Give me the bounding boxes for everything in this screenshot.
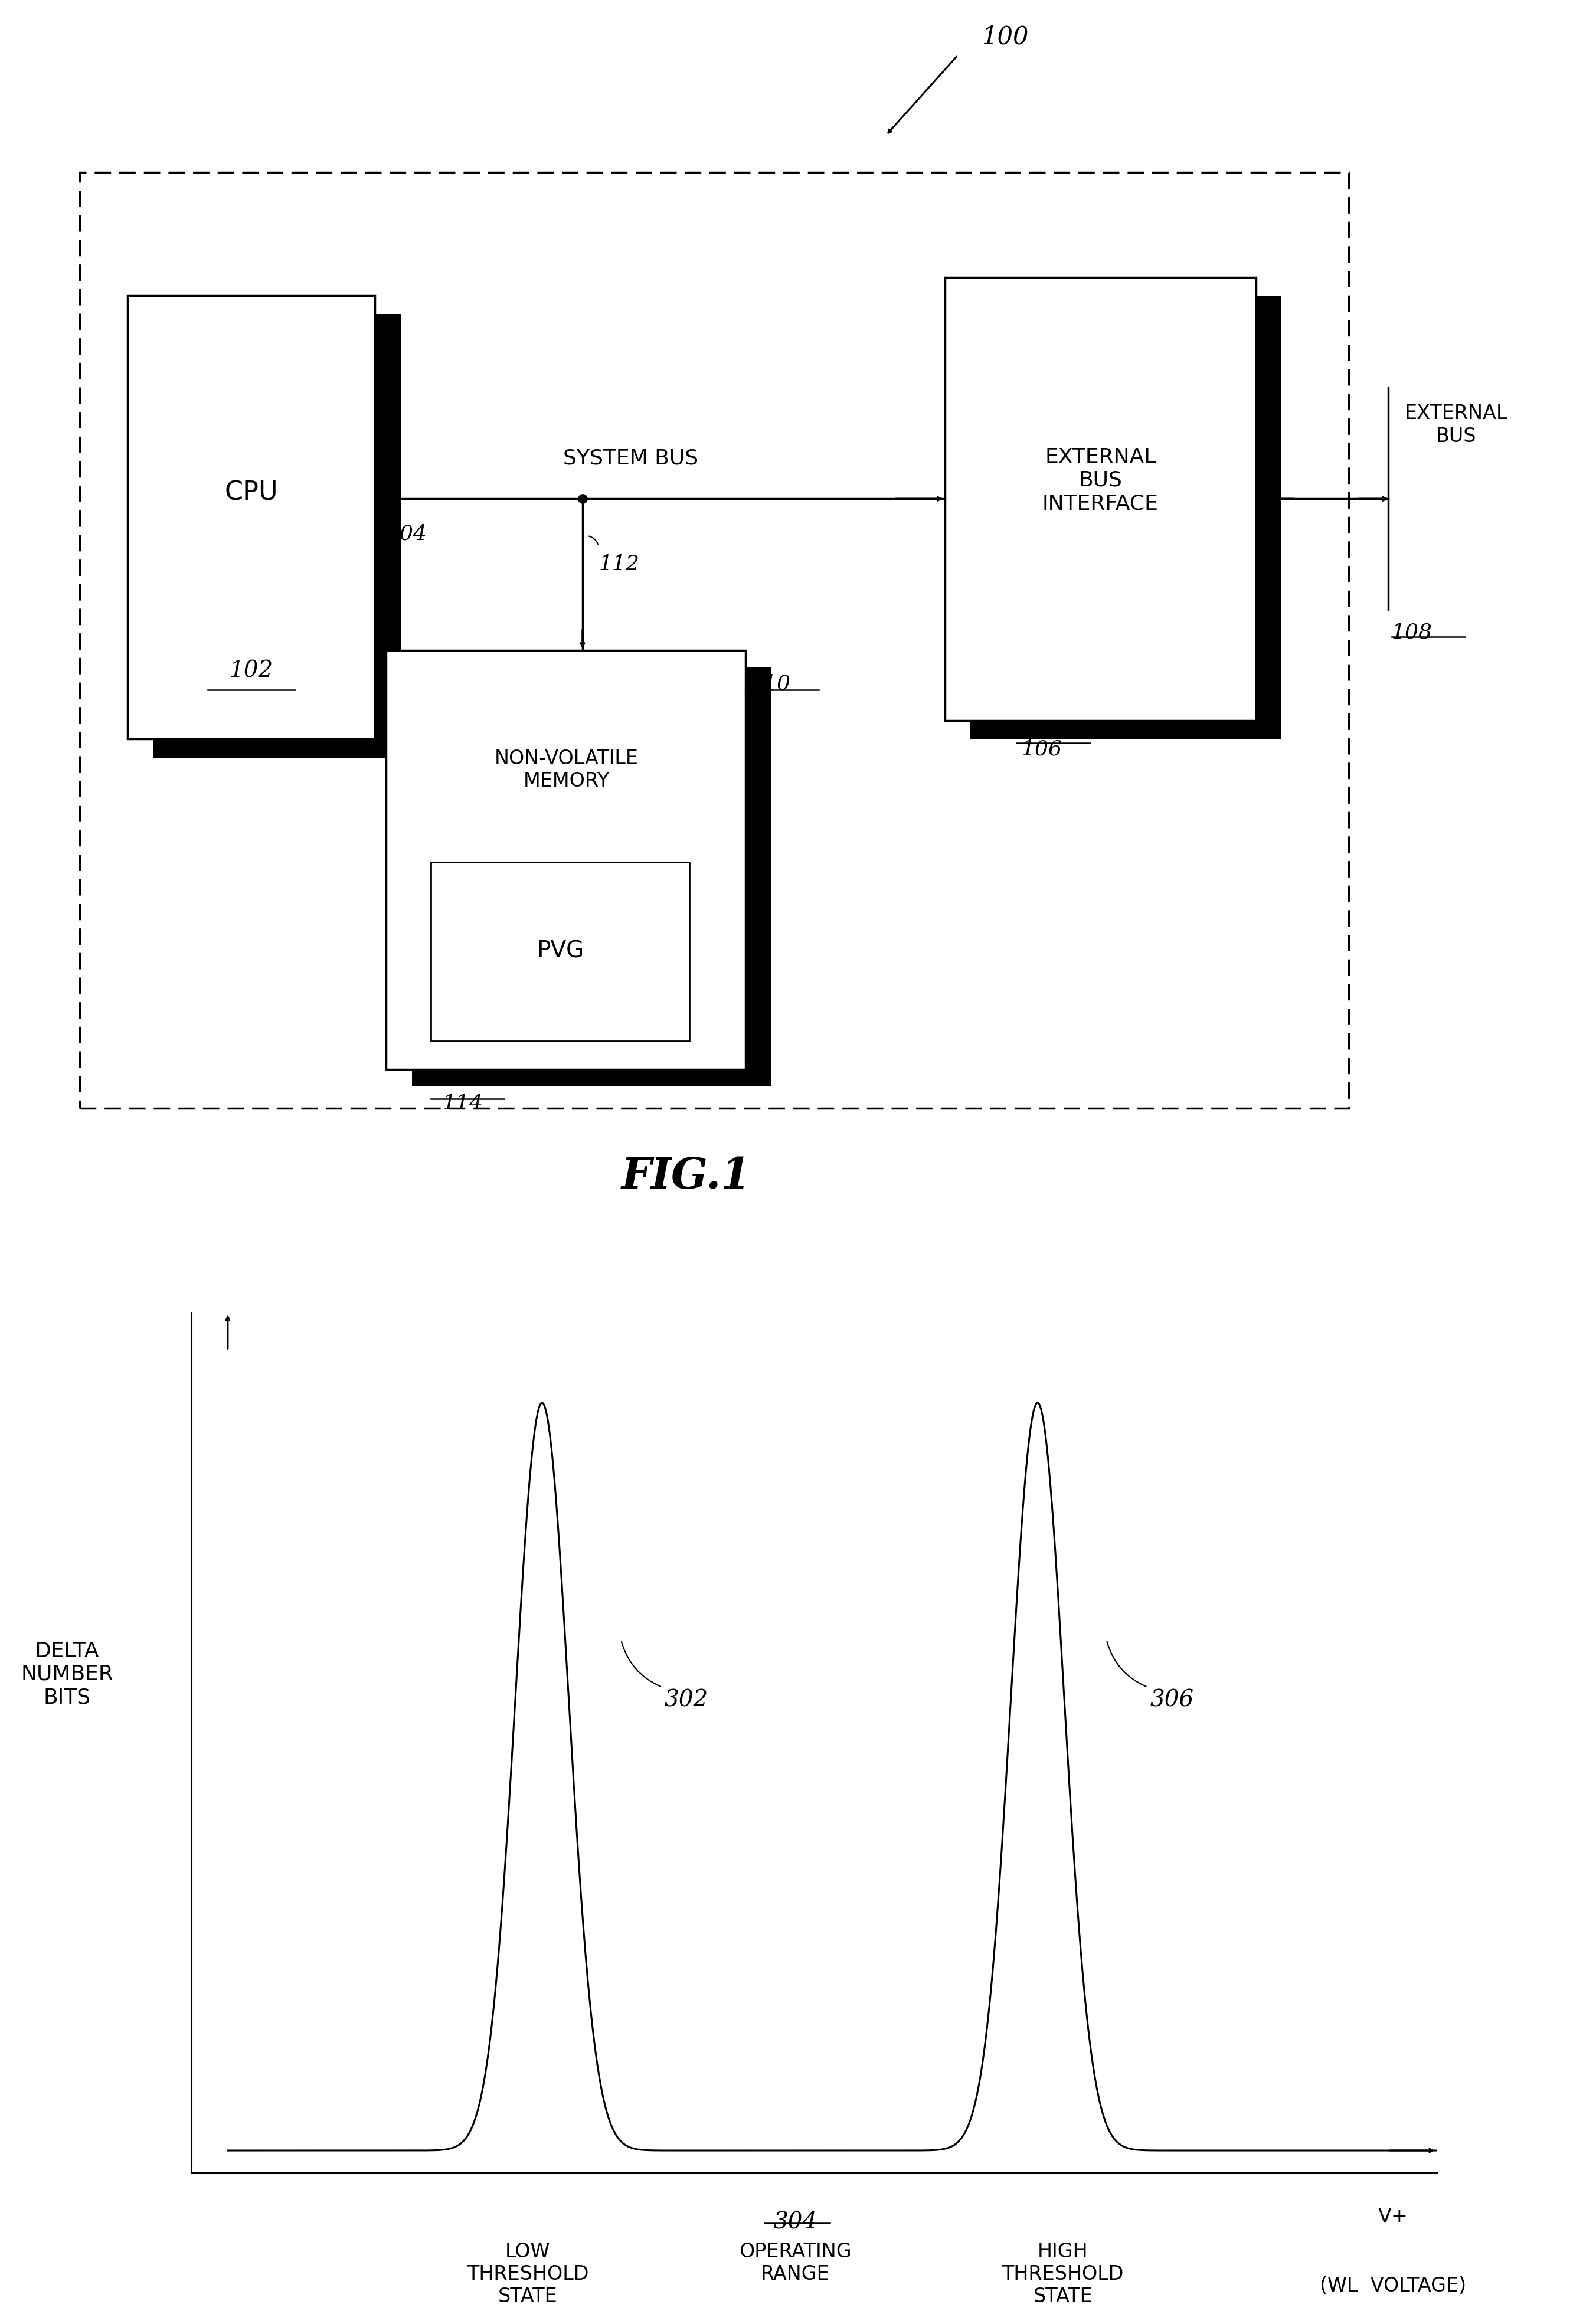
Text: PVG: PVG [536,939,584,962]
Text: SYSTEM BUS: SYSTEM BUS [563,449,697,467]
Text: 102: 102 [230,660,273,683]
FancyBboxPatch shape [412,667,771,1085]
Text: (WL  VOLTAGE): (WL VOLTAGE) [1320,2275,1467,2296]
Text: 306: 306 [1151,1690,1194,1710]
FancyBboxPatch shape [80,172,1349,1109]
Text: 302: 302 [664,1690,709,1710]
Text: OPERATING
RANGE: OPERATING RANGE [739,2243,852,2284]
FancyBboxPatch shape [386,651,745,1069]
Text: 304: 304 [774,2212,817,2233]
Text: V+: V+ [1377,2208,1408,2226]
FancyBboxPatch shape [128,295,375,739]
Text: EXTERNAL
BUS: EXTERNAL BUS [1404,404,1508,446]
Text: EXTERNAL
BUS
INTERFACE: EXTERNAL BUS INTERFACE [1042,446,1159,514]
FancyBboxPatch shape [970,295,1282,739]
Text: LOW
THRESHOLD
STATE: LOW THRESHOLD STATE [466,2243,589,2305]
FancyBboxPatch shape [945,277,1256,720]
Text: 108: 108 [1392,623,1433,641]
Text: 110: 110 [750,674,792,693]
FancyBboxPatch shape [153,314,401,758]
Text: HIGH
THRESHOLD
STATE: HIGH THRESHOLD STATE [1002,2243,1124,2305]
Text: DELTA
NUMBER
BITS: DELTA NUMBER BITS [21,1641,113,1708]
Text: NON-VOLATILE
MEMORY: NON-VOLATILE MEMORY [495,748,638,790]
Text: 112: 112 [598,555,640,574]
Text: 114: 114 [442,1095,484,1113]
Text: 104: 104 [386,523,428,544]
Text: CPU: CPU [225,481,278,504]
FancyBboxPatch shape [431,862,689,1041]
Text: 100: 100 [982,26,1028,49]
Text: FIG.1: FIG.1 [621,1155,752,1197]
Text: 106: 106 [1021,739,1063,760]
